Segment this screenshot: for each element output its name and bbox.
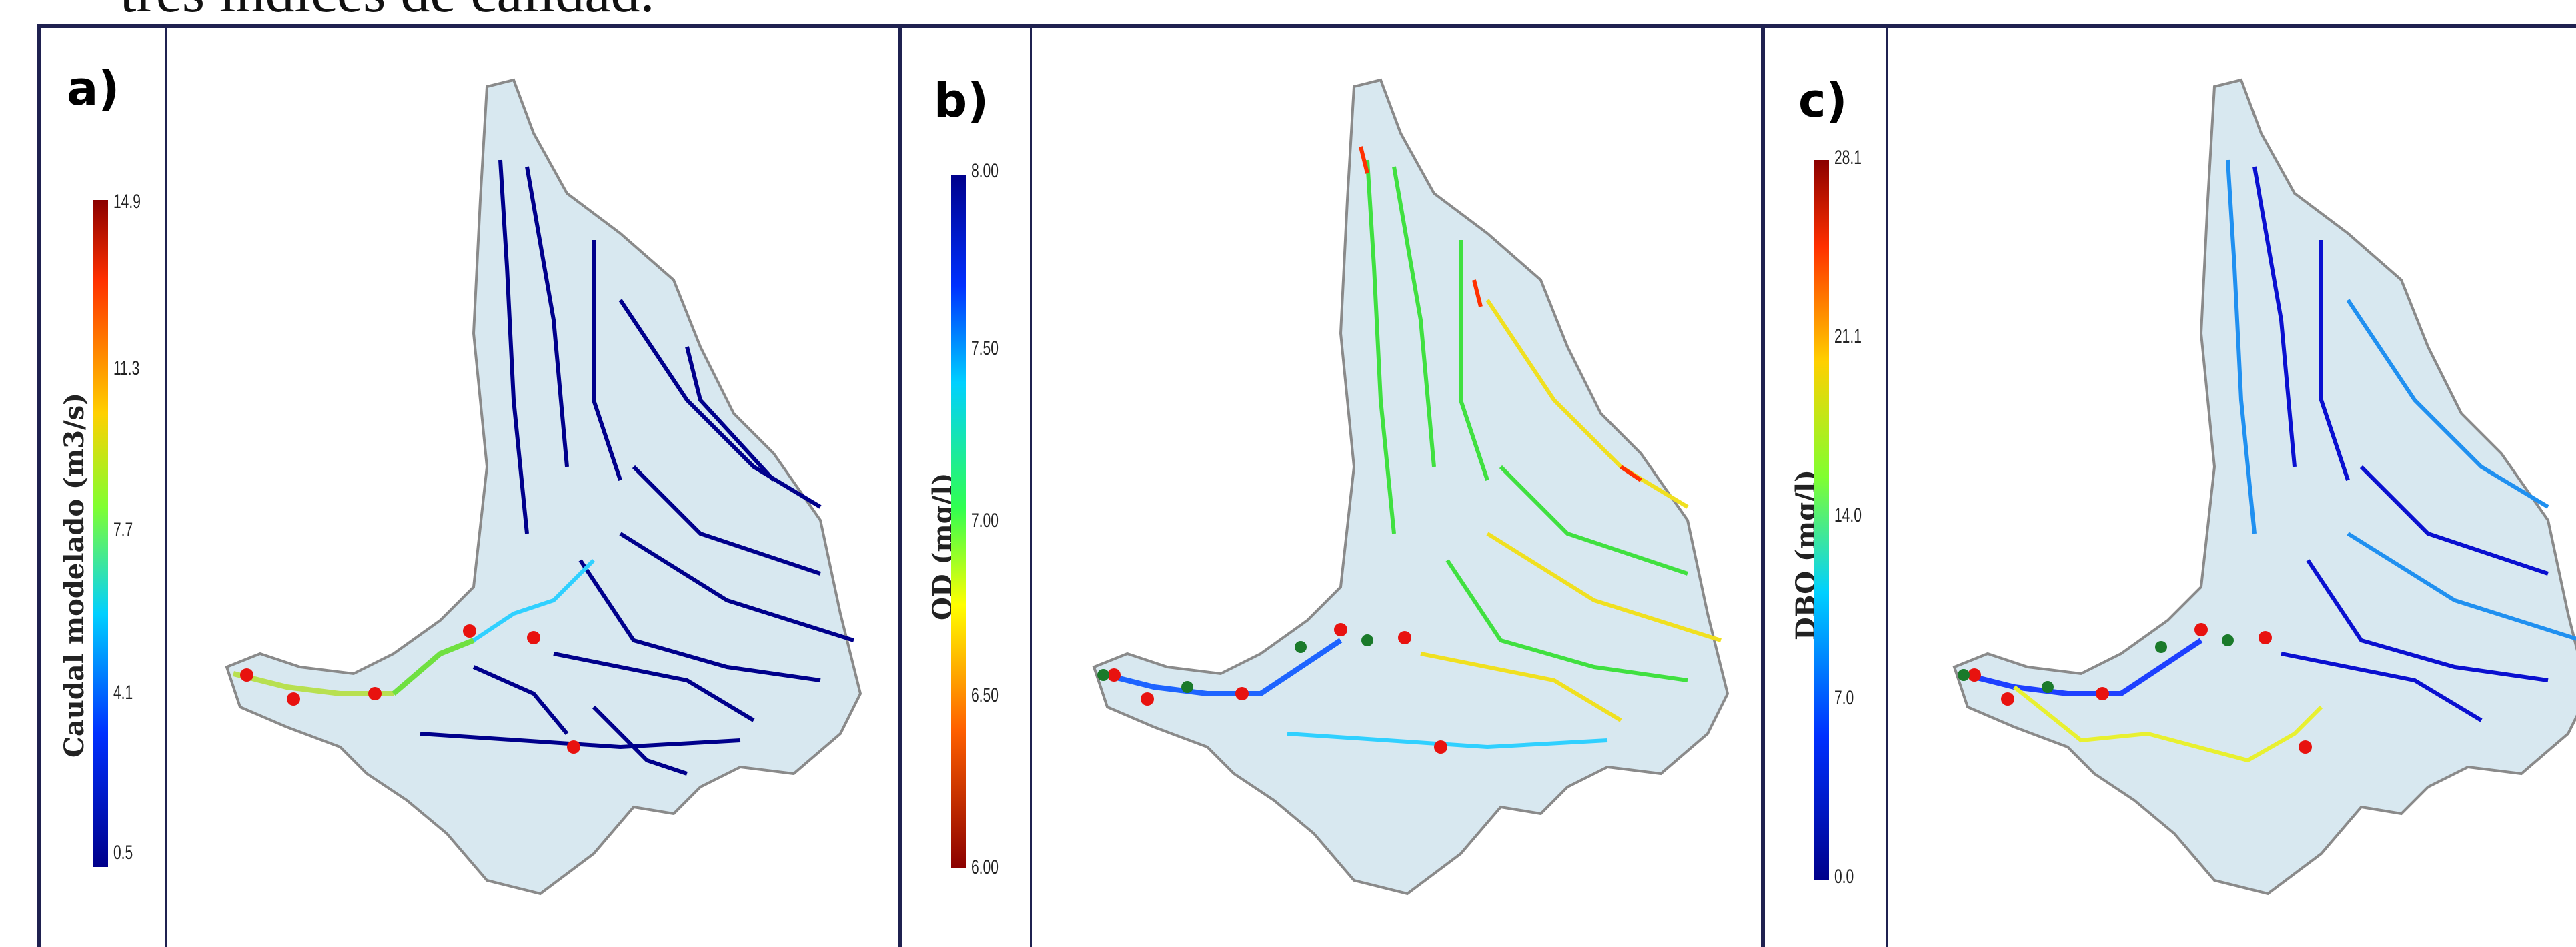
tick-label: 7.50 (971, 337, 999, 359)
tick-label: 7.0 (1834, 687, 1854, 709)
basin-map (1092, 78, 1730, 896)
basin-outline (225, 78, 862, 896)
basin-outline (1092, 78, 1730, 896)
panel-divider-bc (1761, 27, 1765, 947)
legend-divider-c (1886, 27, 1888, 947)
panel-letter: b) (934, 73, 989, 128)
tick-label: 7.7 (113, 519, 133, 541)
colorbar-title: Caudal modelado (m3/s) (59, 392, 90, 758)
tick-label: 14.0 (1834, 504, 1862, 526)
figure-frame (37, 24, 2576, 947)
panel-divider-ab (898, 27, 902, 947)
tick-label: 28.1 (1834, 147, 1862, 169)
tick-label: 21.1 (1834, 325, 1862, 347)
figure-caption: tres índices de calidad. (120, 0, 654, 26)
tick-label: 0.5 (113, 842, 133, 864)
basin-map (225, 78, 862, 896)
panel-letter: a) (67, 61, 120, 116)
tick-label: 14.9 (113, 191, 141, 213)
colorbar (93, 200, 108, 867)
tick-label: 7.00 (971, 510, 999, 532)
colorbar (951, 175, 966, 868)
tick-label: 6.00 (971, 856, 999, 878)
legend-divider-b (1030, 27, 1032, 947)
tick-label: 0.0 (1834, 866, 1854, 888)
legend-divider-a (165, 27, 167, 947)
basin-map (1952, 78, 2576, 896)
panel-letter: c) (1798, 73, 1848, 128)
tick-label: 8.00 (971, 160, 999, 182)
tick-label: 4.1 (113, 682, 133, 704)
basin-outline (1952, 78, 2576, 896)
tick-label: 6.50 (971, 684, 999, 706)
colorbar (1814, 160, 1829, 880)
tick-label: 11.3 (113, 357, 140, 379)
